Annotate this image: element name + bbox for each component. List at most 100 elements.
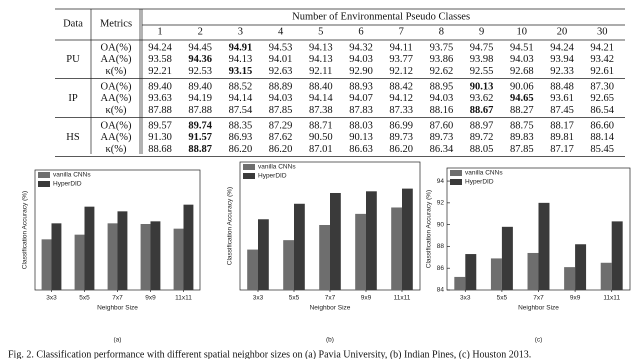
cell: 94.21	[590, 42, 614, 53]
x-tick-label: 3x3	[460, 295, 471, 302]
cell: 89.74	[188, 120, 212, 131]
cell: 94.24	[148, 42, 172, 53]
cell: 94.51	[510, 42, 534, 53]
cell: 90.50	[309, 132, 333, 143]
x-tick-label: 7x7	[112, 295, 123, 302]
metric: κ(%)	[105, 66, 127, 77]
bar	[330, 192, 341, 290]
cell: 94.03	[510, 54, 534, 65]
cell: 91.57	[188, 132, 212, 143]
cell: 88.68	[148, 144, 172, 155]
cell: 94.32	[349, 42, 373, 53]
cell: 92.55	[470, 66, 494, 77]
bar	[490, 258, 502, 290]
cell: 92.61	[590, 66, 614, 77]
x-axis-label: Neighbor Size	[310, 305, 351, 312]
cell: 87.45	[550, 105, 574, 116]
header: Metrics	[100, 18, 132, 29]
cell: 89.57	[148, 120, 172, 131]
bar	[465, 254, 477, 290]
bar	[74, 234, 85, 290]
cell: 88.27	[510, 105, 534, 116]
cell: 92.53	[188, 66, 212, 77]
cell: 87.30	[590, 81, 614, 92]
legend-swatch	[38, 172, 50, 178]
cell: 94.13	[309, 42, 333, 53]
cell: 93.61	[550, 93, 574, 104]
y-tick-label: 94	[437, 178, 445, 185]
bar	[283, 240, 294, 290]
cell: 86.54	[590, 105, 614, 116]
cell: 92.21	[148, 66, 172, 77]
cell: 87.85	[269, 105, 293, 116]
cell: 94.19	[188, 93, 212, 104]
legend-swatch	[38, 181, 50, 187]
y-axis-label: Classification Accuracy (%)	[227, 187, 234, 265]
column-header: 20	[557, 26, 568, 37]
cell: 87.29	[269, 120, 293, 131]
cell: 92.90	[349, 66, 373, 77]
cell: 92.65	[590, 93, 614, 104]
bar	[527, 252, 539, 290]
cell: 94.12	[389, 93, 413, 104]
cell: 88.97	[470, 120, 494, 131]
cell: 87.62	[269, 132, 293, 143]
cell: 94.45	[188, 42, 212, 53]
cell: 86.34	[430, 144, 454, 155]
column-header: 9	[479, 26, 484, 37]
cell: 88.40	[309, 81, 333, 92]
column-header: 8	[439, 26, 444, 37]
bar	[391, 207, 402, 290]
cell: 94.13	[309, 54, 333, 65]
metric: κ(%)	[105, 144, 127, 155]
bar	[140, 224, 151, 290]
cell: 93.86	[430, 54, 454, 65]
x-tick-label: 3x3	[46, 295, 57, 302]
column-header: 10	[517, 26, 528, 37]
cell: 94.53	[269, 42, 293, 53]
bar	[366, 191, 377, 290]
cell: 94.11	[390, 42, 413, 53]
column-header: 5	[318, 26, 323, 37]
header: Number of Environmental Pseudo Classes	[292, 11, 470, 22]
cell: 87.33	[389, 105, 413, 116]
cell: 86.99	[389, 120, 413, 131]
cell: 87.38	[309, 105, 333, 116]
cell: 92.11	[309, 66, 332, 77]
bar	[538, 202, 550, 290]
x-tick-label: 11x11	[394, 295, 411, 302]
cell: 93.75	[430, 42, 454, 53]
bar	[183, 204, 194, 290]
cell: 86.20	[269, 144, 293, 155]
bar	[600, 262, 612, 290]
cell: 94.03	[430, 93, 454, 104]
cell: 92.12	[389, 66, 413, 77]
x-tick-label: 9x9	[361, 295, 372, 302]
legend-label: vanilla CNNs	[258, 164, 296, 171]
metric: AA(%)	[101, 54, 132, 65]
cell: 88.16	[430, 105, 454, 116]
x-tick-label: 5x5	[289, 295, 300, 302]
cell: 85.45	[590, 144, 614, 155]
cell: 87.54	[229, 105, 253, 116]
column-header: 3	[238, 26, 243, 37]
cell: 89.73	[389, 132, 413, 143]
cell: 89.40	[188, 81, 212, 92]
results-table: Data Metrics Number of Environmental Pseud…	[55, 8, 625, 157]
cell: 91.30	[148, 132, 172, 143]
x-axis-label: Neighbor Size	[518, 305, 559, 312]
cell: 86.93	[229, 132, 253, 143]
column-header: 1	[157, 26, 162, 37]
bar	[258, 219, 269, 290]
cell: 86.63	[349, 144, 373, 155]
cell: 89.73	[430, 132, 454, 143]
legend-label: HyperDID	[465, 179, 494, 186]
column-header: 7	[399, 26, 404, 37]
bar	[611, 221, 623, 290]
cell: 87.88	[188, 105, 212, 116]
cell: 89.40	[148, 81, 172, 92]
legend-label: HyperDID	[258, 173, 287, 180]
cell: 90.13	[470, 81, 494, 92]
